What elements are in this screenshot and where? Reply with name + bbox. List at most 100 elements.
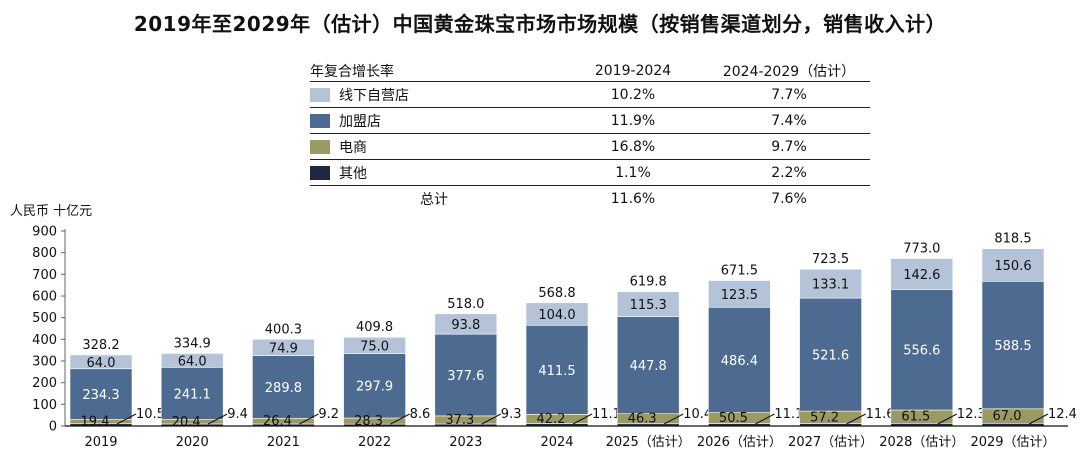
x-tick-label: 2021 xyxy=(267,435,300,450)
cagr-value: 7.7% xyxy=(708,81,870,108)
leader-line-other xyxy=(116,413,137,425)
bar-segment-offline xyxy=(708,280,771,308)
leader-line-other xyxy=(846,413,866,425)
cagr-value: 10.2% xyxy=(558,81,708,108)
y-tick-label: 200 xyxy=(32,376,57,391)
bar-segment-offline xyxy=(434,313,498,335)
data-label-ecommerce: 20.4 xyxy=(172,415,201,430)
cagr-row-franchise: 加盟店 11.9% 7.4% xyxy=(310,107,870,134)
bar-segment-franchise xyxy=(343,353,406,419)
bar-segment-offline xyxy=(160,353,224,368)
data-label-offline: 142.6 xyxy=(903,268,940,283)
cagr-row-ecommerce: 电商 16.8% 9.7% xyxy=(310,133,870,160)
cagr-label-total: 总计 xyxy=(420,191,448,208)
bar-segment-offline xyxy=(890,258,954,290)
y-tick-label: 400 xyxy=(32,333,57,348)
leader-line-other xyxy=(390,413,410,425)
bar-segment-offline xyxy=(525,302,589,326)
data-label-ecommerce: 50.5 xyxy=(719,411,748,426)
bar-segment-offline xyxy=(252,338,315,356)
x-tick-label: 2029（估计） xyxy=(970,435,1055,450)
cagr-value: 1.1% xyxy=(558,159,708,186)
bar-segment-franchise xyxy=(160,367,224,420)
legend-swatch-franchise xyxy=(310,113,330,128)
bar-segment-franchise xyxy=(890,289,954,411)
legend-swatch-ecommerce xyxy=(310,139,330,154)
cagr-row-total: 总计 11.6% 7.6% xyxy=(310,186,870,212)
cagr-header-period-1: 2019-2024 xyxy=(558,61,708,82)
data-label-ecommerce: 37.3 xyxy=(445,413,474,428)
x-tick-label: 2023 xyxy=(449,435,482,450)
y-tick-label: 500 xyxy=(32,311,57,326)
leader-line-other xyxy=(207,413,228,425)
bar-segment-franchise xyxy=(616,316,680,415)
bar-segment-franchise xyxy=(252,355,315,419)
data-label-ecommerce: 46.3 xyxy=(628,412,657,427)
data-label-franchise: 297.9 xyxy=(356,380,393,395)
data-label-other: 11.1 xyxy=(774,407,803,422)
bar-segment-franchise xyxy=(799,297,862,412)
leader-line-other xyxy=(937,413,958,425)
data-label-total: 334.9 xyxy=(174,336,211,351)
data-label-franchise: 447.8 xyxy=(630,359,667,374)
data-label-offline: 93.8 xyxy=(451,318,480,333)
chart-title: 2019年至2029年（估计）中国黄金珠宝市场市场规模（按销售渠道划分，销售收入… xyxy=(133,12,947,36)
data-label-offline: 74.9 xyxy=(269,341,298,356)
data-label-franchise: 241.1 xyxy=(174,387,211,402)
data-label-other: 11.6 xyxy=(866,407,895,422)
y-axis-unit-label: 人民币 十亿元 xyxy=(10,204,93,219)
cagr-value: 7.6% xyxy=(771,190,807,207)
data-label-offline: 64.0 xyxy=(178,354,207,369)
data-label-ecommerce: 26.4 xyxy=(263,414,292,429)
bar-segment-franchise xyxy=(708,306,771,413)
data-label-ecommerce: 67.0 xyxy=(993,409,1022,424)
leader-line-other xyxy=(299,413,319,425)
data-label-total: 818.5 xyxy=(994,232,1031,247)
data-label-total: 723.5 xyxy=(812,252,849,267)
leader-line-other xyxy=(572,413,593,425)
data-label-franchise: 556.6 xyxy=(903,344,940,359)
data-label-franchise: 588.5 xyxy=(994,339,1031,354)
cagr-value: 9.7% xyxy=(708,133,870,160)
data-label-total: 328.2 xyxy=(82,338,119,353)
data-label-ecommerce: 19.4 xyxy=(81,415,110,430)
leader-line-other xyxy=(755,413,775,425)
data-label-total: 518.0 xyxy=(447,297,484,312)
x-tick-label: 2022 xyxy=(358,435,391,450)
cagr-label-other: 其他 xyxy=(339,165,367,182)
data-label-other: 12.3 xyxy=(957,407,986,422)
cagr-label-ecommerce: 电商 xyxy=(339,139,367,156)
bar-segment-offline xyxy=(343,336,406,354)
y-tick-label: 600 xyxy=(32,290,57,305)
data-label-other: 10.4 xyxy=(683,407,712,422)
cagr-value: 16.8% xyxy=(558,133,708,160)
bar-segment-offline xyxy=(799,268,862,299)
data-label-ecommerce: 57.2 xyxy=(810,410,839,425)
data-label-offline: 64.0 xyxy=(87,356,116,371)
cagr-value: 11.6% xyxy=(610,190,656,207)
x-tick-label: 2020 xyxy=(176,435,209,450)
data-label-offline: 133.1 xyxy=(812,278,849,293)
x-tick-label: 2019 xyxy=(84,435,117,450)
data-label-total: 773.0 xyxy=(903,242,940,257)
y-tick-label: 300 xyxy=(32,355,57,370)
data-label-other: 11.1 xyxy=(592,407,621,422)
data-label-total: 400.3 xyxy=(265,322,302,337)
bar-segment-offline xyxy=(981,248,1045,282)
data-label-offline: 115.3 xyxy=(630,298,667,313)
legend-swatch-offline xyxy=(310,87,330,102)
cagr-value: 7.4% xyxy=(708,107,870,134)
data-label-franchise: 377.6 xyxy=(447,369,484,384)
data-label-ecommerce: 28.3 xyxy=(354,414,383,429)
cagr-header-period-2: 2024-2029（估计） xyxy=(708,61,870,82)
cagr-header-label: 年复合增长率 xyxy=(310,61,558,82)
cagr-header-row: 年复合增长率 2019-2024 2024-2029（估计） xyxy=(310,61,870,82)
data-label-offline: 75.0 xyxy=(360,339,389,354)
data-label-other: 9.2 xyxy=(318,407,339,422)
cagr-value: 2.2% xyxy=(708,159,870,186)
data-label-franchise: 486.4 xyxy=(721,354,758,369)
data-label-franchise: 289.8 xyxy=(265,381,302,396)
data-label-ecommerce: 42.2 xyxy=(537,412,566,427)
